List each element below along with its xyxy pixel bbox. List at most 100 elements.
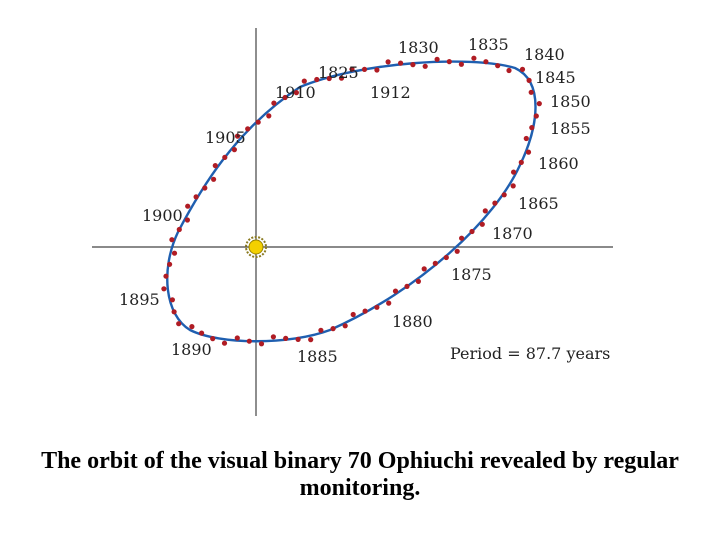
observation-dot — [314, 76, 320, 83]
observation-dot — [176, 226, 182, 233]
observation-dot — [459, 235, 465, 241]
observation-dot — [211, 176, 217, 182]
observation-dot — [326, 75, 332, 82]
observation-dot — [266, 113, 272, 119]
observation-dot — [518, 159, 524, 165]
observation-dot — [184, 217, 190, 223]
observation-dot — [171, 250, 178, 256]
observation-dot — [362, 308, 368, 314]
observation-dot — [293, 90, 299, 96]
observation-dot — [342, 323, 348, 329]
observation-dot — [529, 125, 535, 131]
observation-dot — [374, 67, 380, 73]
observation-dot — [295, 336, 301, 342]
observation-dot — [483, 59, 489, 65]
observation-dot — [193, 194, 199, 200]
year-label-1865: 1865 — [518, 194, 559, 213]
observation-dot — [361, 66, 368, 72]
observation-dot — [221, 340, 228, 346]
orbit-diagram: 1830 1835 1840 1845 1850 1855 1860 1865 … — [92, 28, 613, 416]
observation-dot — [410, 62, 416, 68]
year-label-1840: 1840 — [524, 45, 565, 64]
year-label-1870: 1870 — [492, 224, 533, 243]
observation-dot — [258, 341, 265, 347]
observation-dot — [386, 300, 392, 306]
observation-dot — [495, 63, 501, 69]
observation-dot — [169, 237, 175, 243]
observation-dot — [510, 169, 517, 175]
observation-dot — [492, 200, 498, 206]
observation-dot — [271, 100, 277, 106]
observation-dot — [301, 78, 307, 84]
observation-dot — [246, 338, 252, 344]
year-label-1855: 1855 — [550, 119, 591, 138]
observation-dot — [415, 278, 421, 284]
observation-dot — [374, 304, 380, 310]
observation-dot — [525, 149, 532, 155]
observation-dot — [282, 94, 288, 101]
observation-dot — [176, 321, 182, 327]
orbit-ellipse — [166, 60, 537, 343]
year-label-1912: 1912 — [370, 83, 411, 102]
observation-dot — [349, 66, 355, 72]
observation-dot — [458, 61, 464, 67]
observation-dots — [161, 55, 542, 347]
observation-dot — [234, 335, 240, 341]
year-label-1885: 1885 — [297, 347, 338, 366]
year-label-1860: 1860 — [538, 154, 579, 173]
observation-dot — [255, 119, 261, 125]
observation-dot — [385, 59, 391, 65]
observation-dot — [533, 113, 539, 119]
observation-dot — [167, 261, 173, 267]
observation-dot — [231, 147, 237, 153]
observation-dot — [454, 248, 460, 254]
observation-dot — [163, 273, 169, 279]
observation-dot — [526, 77, 532, 83]
observation-dot — [222, 154, 228, 160]
year-label-1900: 1900 — [142, 206, 183, 225]
observation-dot — [404, 283, 410, 289]
year-label-1845: 1845 — [535, 68, 576, 87]
observation-dot — [536, 101, 542, 107]
observation-dot — [510, 183, 516, 189]
observation-dot — [432, 260, 438, 266]
observation-dot — [471, 55, 477, 61]
observation-dot — [169, 297, 175, 303]
observation-dot — [506, 67, 512, 74]
observation-dot — [422, 63, 428, 69]
observation-dot — [443, 254, 449, 261]
observation-dot — [234, 133, 241, 139]
observation-dot — [283, 335, 289, 341]
year-label-1910: 1910 — [275, 83, 316, 102]
observation-dot — [199, 330, 205, 336]
year-label-1905: 1905 — [205, 128, 246, 147]
primary-star-icon — [245, 236, 267, 258]
observation-dot — [350, 311, 356, 318]
year-label-1850: 1850 — [550, 92, 591, 111]
observation-dot — [338, 75, 345, 81]
observation-dot — [398, 60, 404, 66]
year-label-1825: 1825 — [318, 63, 359, 82]
observation-dot — [446, 59, 452, 65]
observation-dot — [392, 288, 399, 294]
period-label: Period = 87.7 years — [450, 344, 610, 363]
observation-dot — [171, 309, 177, 315]
observation-dot — [185, 203, 191, 209]
observation-dot — [482, 208, 488, 214]
year-label-1830: 1830 — [398, 38, 439, 57]
year-label-1835: 1835 — [468, 35, 509, 54]
observation-dot — [434, 56, 440, 62]
observation-dot — [479, 221, 485, 227]
observation-dot — [469, 228, 475, 235]
year-label-1895: 1895 — [119, 290, 160, 309]
observation-dot — [330, 326, 336, 332]
observation-dot — [212, 163, 218, 169]
observation-dot — [270, 334, 276, 340]
observation-dot — [318, 327, 324, 333]
year-label-1890: 1890 — [171, 340, 212, 359]
observation-dot — [421, 266, 427, 272]
observation-dot — [308, 337, 314, 343]
observation-dot — [523, 135, 529, 142]
observation-dot — [519, 66, 526, 72]
observation-dot — [161, 286, 167, 292]
